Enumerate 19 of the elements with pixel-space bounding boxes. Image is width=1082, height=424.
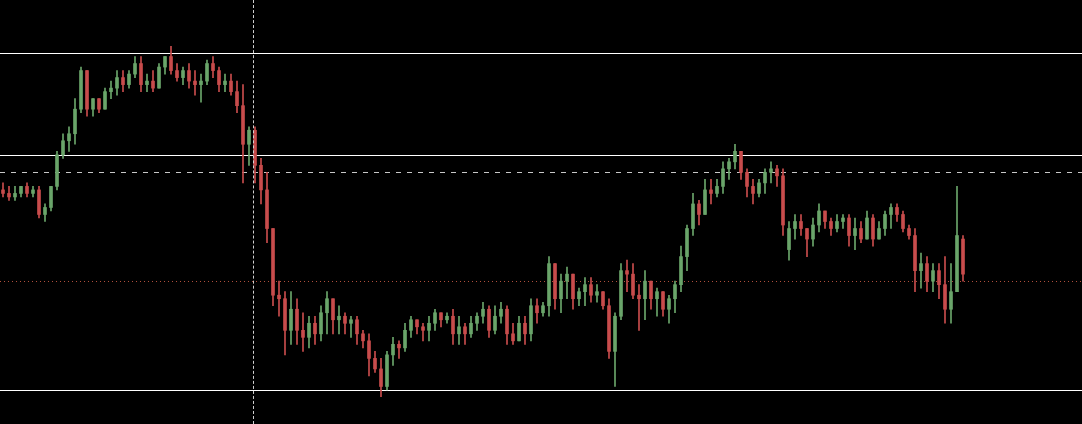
candlestick <box>637 284 641 331</box>
candlestick <box>7 186 11 201</box>
candlestick <box>223 73 227 92</box>
candlestick <box>841 214 845 229</box>
candlestick <box>193 70 197 96</box>
candlestick <box>709 179 713 205</box>
candlestick <box>13 186 17 201</box>
candlestick <box>919 252 923 289</box>
candlestick <box>397 340 401 359</box>
candlestick <box>277 280 281 317</box>
candlestick <box>109 80 113 99</box>
candlestick <box>301 312 305 352</box>
candlestick <box>349 315 353 338</box>
candlestick <box>145 73 149 92</box>
candlestick <box>337 305 341 335</box>
candlestick <box>769 161 773 184</box>
candlestick <box>595 284 599 303</box>
candlestick <box>625 259 629 293</box>
candlestick <box>199 73 203 103</box>
